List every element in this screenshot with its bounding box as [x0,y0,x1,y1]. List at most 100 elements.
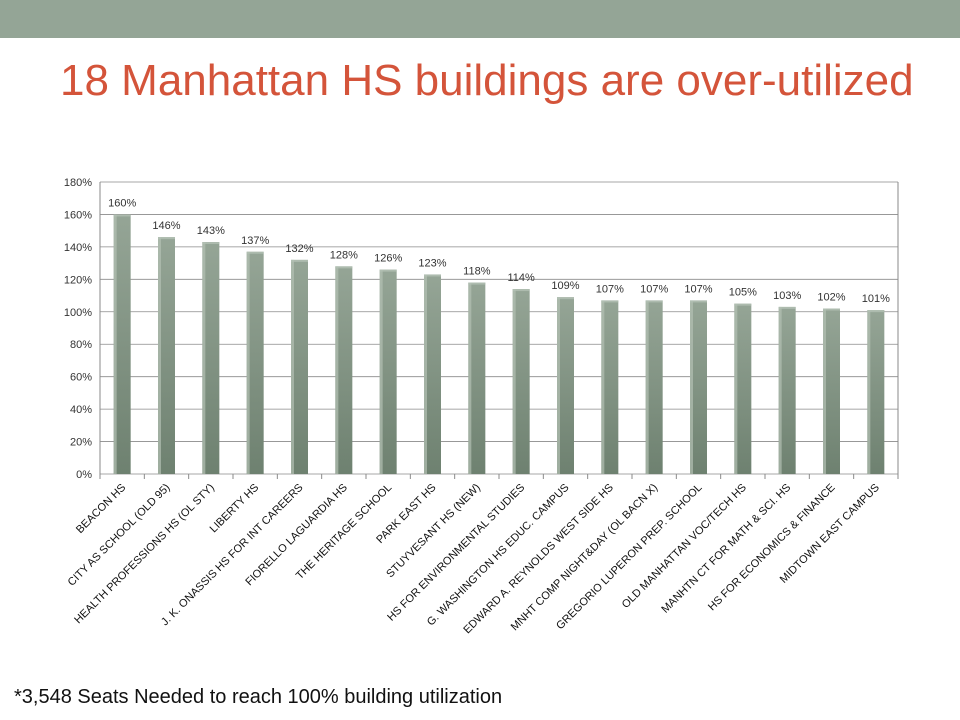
bar-cap [291,259,308,262]
top-accent-bar [0,0,960,38]
bar-value-label: 109% [551,280,579,292]
bar [246,251,264,474]
bar-cap [113,214,131,217]
y-tick-label: 20% [70,437,92,449]
bar-body [557,297,574,474]
bar-body [246,251,264,474]
grid-lines [100,181,898,475]
bar-highlight [557,297,560,474]
bar-cap [823,308,840,311]
bar-cap [645,300,663,303]
footnote: *3,548 Seats Needed to reach 100% buildi… [14,686,503,708]
bar [778,306,796,474]
y-tick-label: 140% [64,242,92,254]
bar-value-label: 160% [108,197,136,209]
bar-cap [246,251,264,254]
bar-body [734,303,752,474]
bar-body [424,274,441,474]
bar-cap [158,237,175,240]
bars [113,214,885,474]
bar-body [291,259,308,474]
bar [468,282,486,474]
axes [99,182,899,479]
bar-value-label: 114% [508,272,536,284]
y-tick-label: 180% [64,177,92,189]
bar-cap [202,242,220,245]
bar-highlight [424,274,427,474]
bar [601,300,619,474]
bar-cap [512,289,530,292]
bar-cap [734,303,752,306]
bar-value-label: 118% [463,266,491,278]
y-tick-label: 60% [70,372,92,384]
bar-highlight [823,308,826,474]
bar [645,300,663,474]
bar-highlight [202,242,206,474]
bar-value-label: 103% [773,290,801,302]
bar-cap [557,297,574,300]
bar-highlight [645,300,649,474]
bar [113,214,131,474]
bar-highlight [690,300,693,474]
bar-body [823,308,840,474]
y-tick-label: 120% [64,274,92,286]
bar-cap [468,282,486,285]
bar-value-label: 126% [374,253,402,265]
y-tick-label: 100% [64,307,92,319]
bar-body [335,266,353,474]
bar-value-label: 102% [817,292,845,304]
bar [823,308,840,474]
bar-body [645,300,663,474]
bar-body [202,242,220,474]
bar-cap [867,310,885,313]
bar-highlight [158,237,161,474]
bar-highlight [291,259,294,474]
bar-body [113,214,131,474]
bar-body [468,282,486,474]
bar [557,297,574,474]
bar-body [867,310,885,474]
bar-value-label: 143% [197,225,225,237]
bar-value-label: 123% [418,257,446,269]
bar-cap [778,306,796,309]
bar [202,242,220,474]
bar-value-label: 101% [862,293,890,305]
bar-value-label: 146% [152,220,180,232]
bar [424,274,441,474]
bar [291,259,308,474]
y-axis-tick-labels: 0% 20% 40% 60% 80% 100% 120% 140% 160% 180% [64,177,92,481]
bar-value-label: 107% [640,283,668,295]
bar-body [512,289,530,474]
bar [734,303,752,474]
bar-body [601,300,619,474]
bar-highlight [601,300,605,474]
bar-highlight [778,306,782,474]
bar [512,289,530,474]
utilization-bar-chart: 160% 146% 143% 137% 132% 128% 126% 123% 118% 114%… [64,177,899,637]
bar-highlight [867,310,871,474]
bar-cap [690,300,707,303]
bar-highlight [379,269,383,474]
bar-value-label: 132% [285,243,313,255]
bar-highlight [512,289,516,474]
y-tick-label: 40% [70,404,92,416]
bar-body [379,269,397,474]
bar [867,310,885,474]
bar-cap [601,300,619,303]
bar-value-label: 107% [596,283,624,295]
data-labels: 160% 146% 143% 137% 132% 128% 126% 123% 118% 114%… [108,197,890,305]
bar-body [778,306,796,474]
bar [379,269,397,474]
bar-value-label: 107% [684,283,712,295]
bar-highlight [468,282,472,474]
bar-value-label: 128% [330,249,358,261]
bar [158,237,175,474]
bar-value-label: 105% [729,287,757,299]
y-tick-label: 160% [64,209,92,221]
bar-value-label: 137% [241,235,269,247]
bar-highlight [246,251,250,474]
bar-highlight [335,266,339,474]
y-tick-label: 80% [70,339,92,351]
